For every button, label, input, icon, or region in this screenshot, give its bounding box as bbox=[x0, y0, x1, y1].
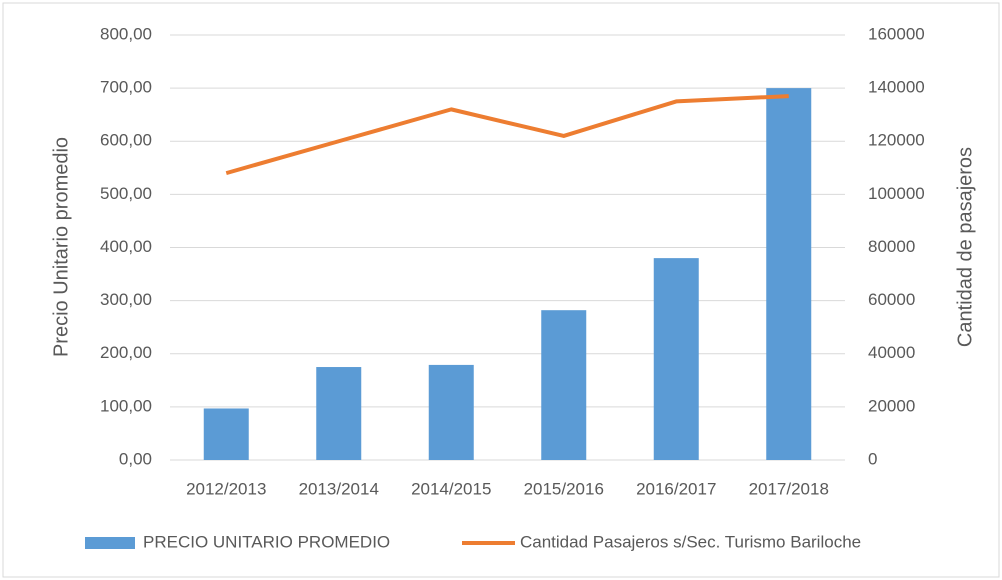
bar bbox=[653, 258, 699, 460]
x-tick-label: 2017/2018 bbox=[749, 479, 829, 498]
y-tick-label: 400,00 bbox=[100, 237, 152, 256]
y2-tick-label: 140000 bbox=[868, 78, 925, 97]
y2-tick-label: 160000 bbox=[868, 24, 925, 43]
bar bbox=[203, 408, 249, 460]
y-tick-label: 0,00 bbox=[119, 449, 152, 468]
bar bbox=[766, 88, 812, 460]
y2-tick-label: 120000 bbox=[868, 131, 925, 150]
y2-tick-label: 20000 bbox=[868, 396, 915, 415]
x-tick-label: 2012/2013 bbox=[186, 479, 266, 498]
y-tick-label: 100,00 bbox=[100, 396, 152, 415]
y2-axis-label: Cantidad de pasajeros bbox=[954, 147, 976, 347]
y-tick-label: 800,00 bbox=[100, 24, 152, 43]
legend-label: Cantidad Pasajeros s/Sec. Turismo Barilo… bbox=[520, 532, 861, 551]
y2-tick-label: 100000 bbox=[868, 184, 925, 203]
bar bbox=[316, 367, 362, 460]
legend-label: PRECIO UNITARIO PROMEDIO bbox=[143, 532, 390, 551]
y2-tick-label: 40000 bbox=[868, 343, 915, 362]
line bbox=[225, 94, 789, 176]
y-tick-label: 600,00 bbox=[100, 131, 152, 150]
y-tick-label: 200,00 bbox=[100, 343, 152, 362]
y-tick-label: 700,00 bbox=[100, 78, 152, 97]
y2-tick-label: 0 bbox=[868, 449, 877, 468]
bar bbox=[428, 364, 474, 460]
y2-tick-label: 60000 bbox=[868, 290, 915, 309]
y2-tick-label: 80000 bbox=[868, 237, 915, 256]
x-tick-label: 2014/2015 bbox=[411, 479, 491, 498]
x-tick-label: 2015/2016 bbox=[524, 479, 604, 498]
y-axis-label: Precio Unitario promedio bbox=[50, 137, 72, 357]
x-tick-label: 2016/2017 bbox=[636, 479, 716, 498]
legend-swatch bbox=[85, 537, 135, 549]
y-tick-label: 300,00 bbox=[100, 290, 152, 309]
x-tick-label: 2013/2014 bbox=[299, 479, 379, 498]
y-tick-label: 500,00 bbox=[100, 184, 152, 203]
bar bbox=[541, 310, 587, 460]
